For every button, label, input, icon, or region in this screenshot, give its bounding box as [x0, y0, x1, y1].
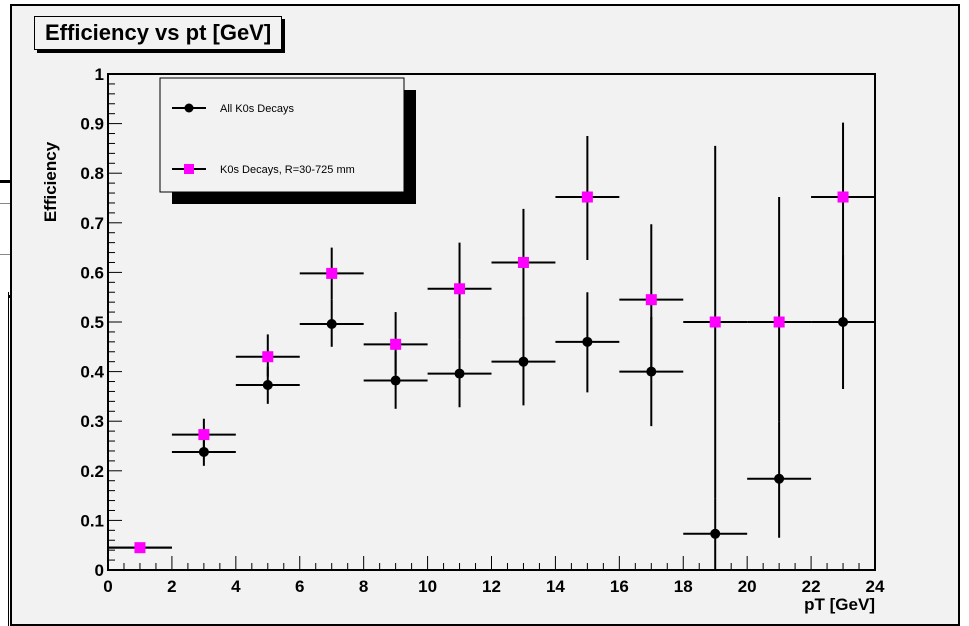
x-axis-title: pT [GeV] — [804, 595, 875, 614]
legend: All K0s Decays K0s Decays, R=30-725 mm — [159, 77, 416, 204]
data-point-square — [390, 338, 402, 350]
chart-svg: 0 2 4 6 8 10 12 14 16 18 20 22 2400.10.20.30.40.50.6… — [41, 65, 885, 614]
background-window-edge — [0, 292, 9, 626]
data-point-circle — [582, 336, 593, 347]
y-tick-label: 0.6 — [80, 263, 104, 282]
data-point-circle — [326, 318, 337, 329]
x-tick-label: 4 — [231, 577, 241, 596]
data-point-square — [517, 256, 529, 268]
y-tick-label: 0.7 — [80, 214, 104, 233]
x-tick-label: 6 — [295, 577, 304, 596]
x-tick-label: 0 — [103, 577, 112, 596]
x-tick-label: 8 — [359, 577, 368, 596]
data-point-circle — [454, 368, 465, 379]
data-point-square — [645, 294, 657, 306]
data-point-square — [709, 316, 721, 328]
x-tick-label: 14 — [546, 577, 565, 596]
y-axis-title: Efficiency — [41, 141, 60, 222]
legend-label-r: K0s Decays, R=30-725 mm — [220, 164, 355, 176]
axes: 0 2 4 6 8 10 12 14 16 18 20 22 2400.10.20.30.40.50.6… — [80, 65, 885, 596]
data-point-square — [326, 267, 338, 279]
y-tick-label: 0 — [95, 561, 104, 580]
x-tick-label: 18 — [674, 577, 693, 596]
chart-title: Efficiency vs pt [GeV] — [34, 16, 283, 50]
legend-box — [159, 77, 405, 193]
legend-marker-all — [184, 103, 194, 113]
legend-label-all: All K0s Decays — [220, 103, 294, 115]
y-tick-label: 0.1 — [80, 511, 104, 530]
data-point-square — [134, 542, 146, 554]
series-1 — [108, 122, 875, 554]
x-tick-label: 16 — [610, 577, 629, 596]
data-marks — [108, 122, 875, 570]
x-tick-label: 24 — [866, 577, 885, 596]
x-tick-label: 20 — [738, 577, 757, 596]
data-point-circle — [710, 528, 721, 539]
plot-canvas: 0 2 4 6 8 10 12 14 16 18 20 22 24 0 0.1 0.2 0.3 0.4 0.5 0.6… — [10, 4, 960, 626]
data-point-square — [198, 429, 210, 441]
data-point-square — [454, 283, 466, 295]
data-point-circle — [774, 473, 785, 484]
data-point-square — [773, 316, 785, 328]
data-point-circle — [518, 356, 529, 367]
data-point-circle — [198, 446, 209, 457]
x-tick-label: 12 — [482, 577, 501, 596]
y-tick-label: 0.5 — [80, 313, 104, 332]
data-point-circle — [390, 375, 401, 386]
y-tick-label: 0.3 — [80, 412, 104, 431]
y-tick-label: 0.8 — [80, 164, 104, 183]
x-tick-label: 2 — [167, 577, 176, 596]
y-tick-label: 1 — [95, 65, 104, 84]
legend-marker-r — [184, 164, 194, 174]
data-point-circle — [262, 379, 273, 390]
data-point-square — [581, 191, 593, 203]
y-tick-label: 0.4 — [80, 363, 104, 382]
data-point-square — [837, 191, 849, 203]
x-tick-label: 22 — [802, 577, 821, 596]
x-tick-label: 10 — [418, 577, 437, 596]
y-tick-label: 0.2 — [80, 462, 104, 481]
y-tick-label: 0.9 — [80, 115, 104, 134]
data-point-square — [262, 351, 274, 363]
